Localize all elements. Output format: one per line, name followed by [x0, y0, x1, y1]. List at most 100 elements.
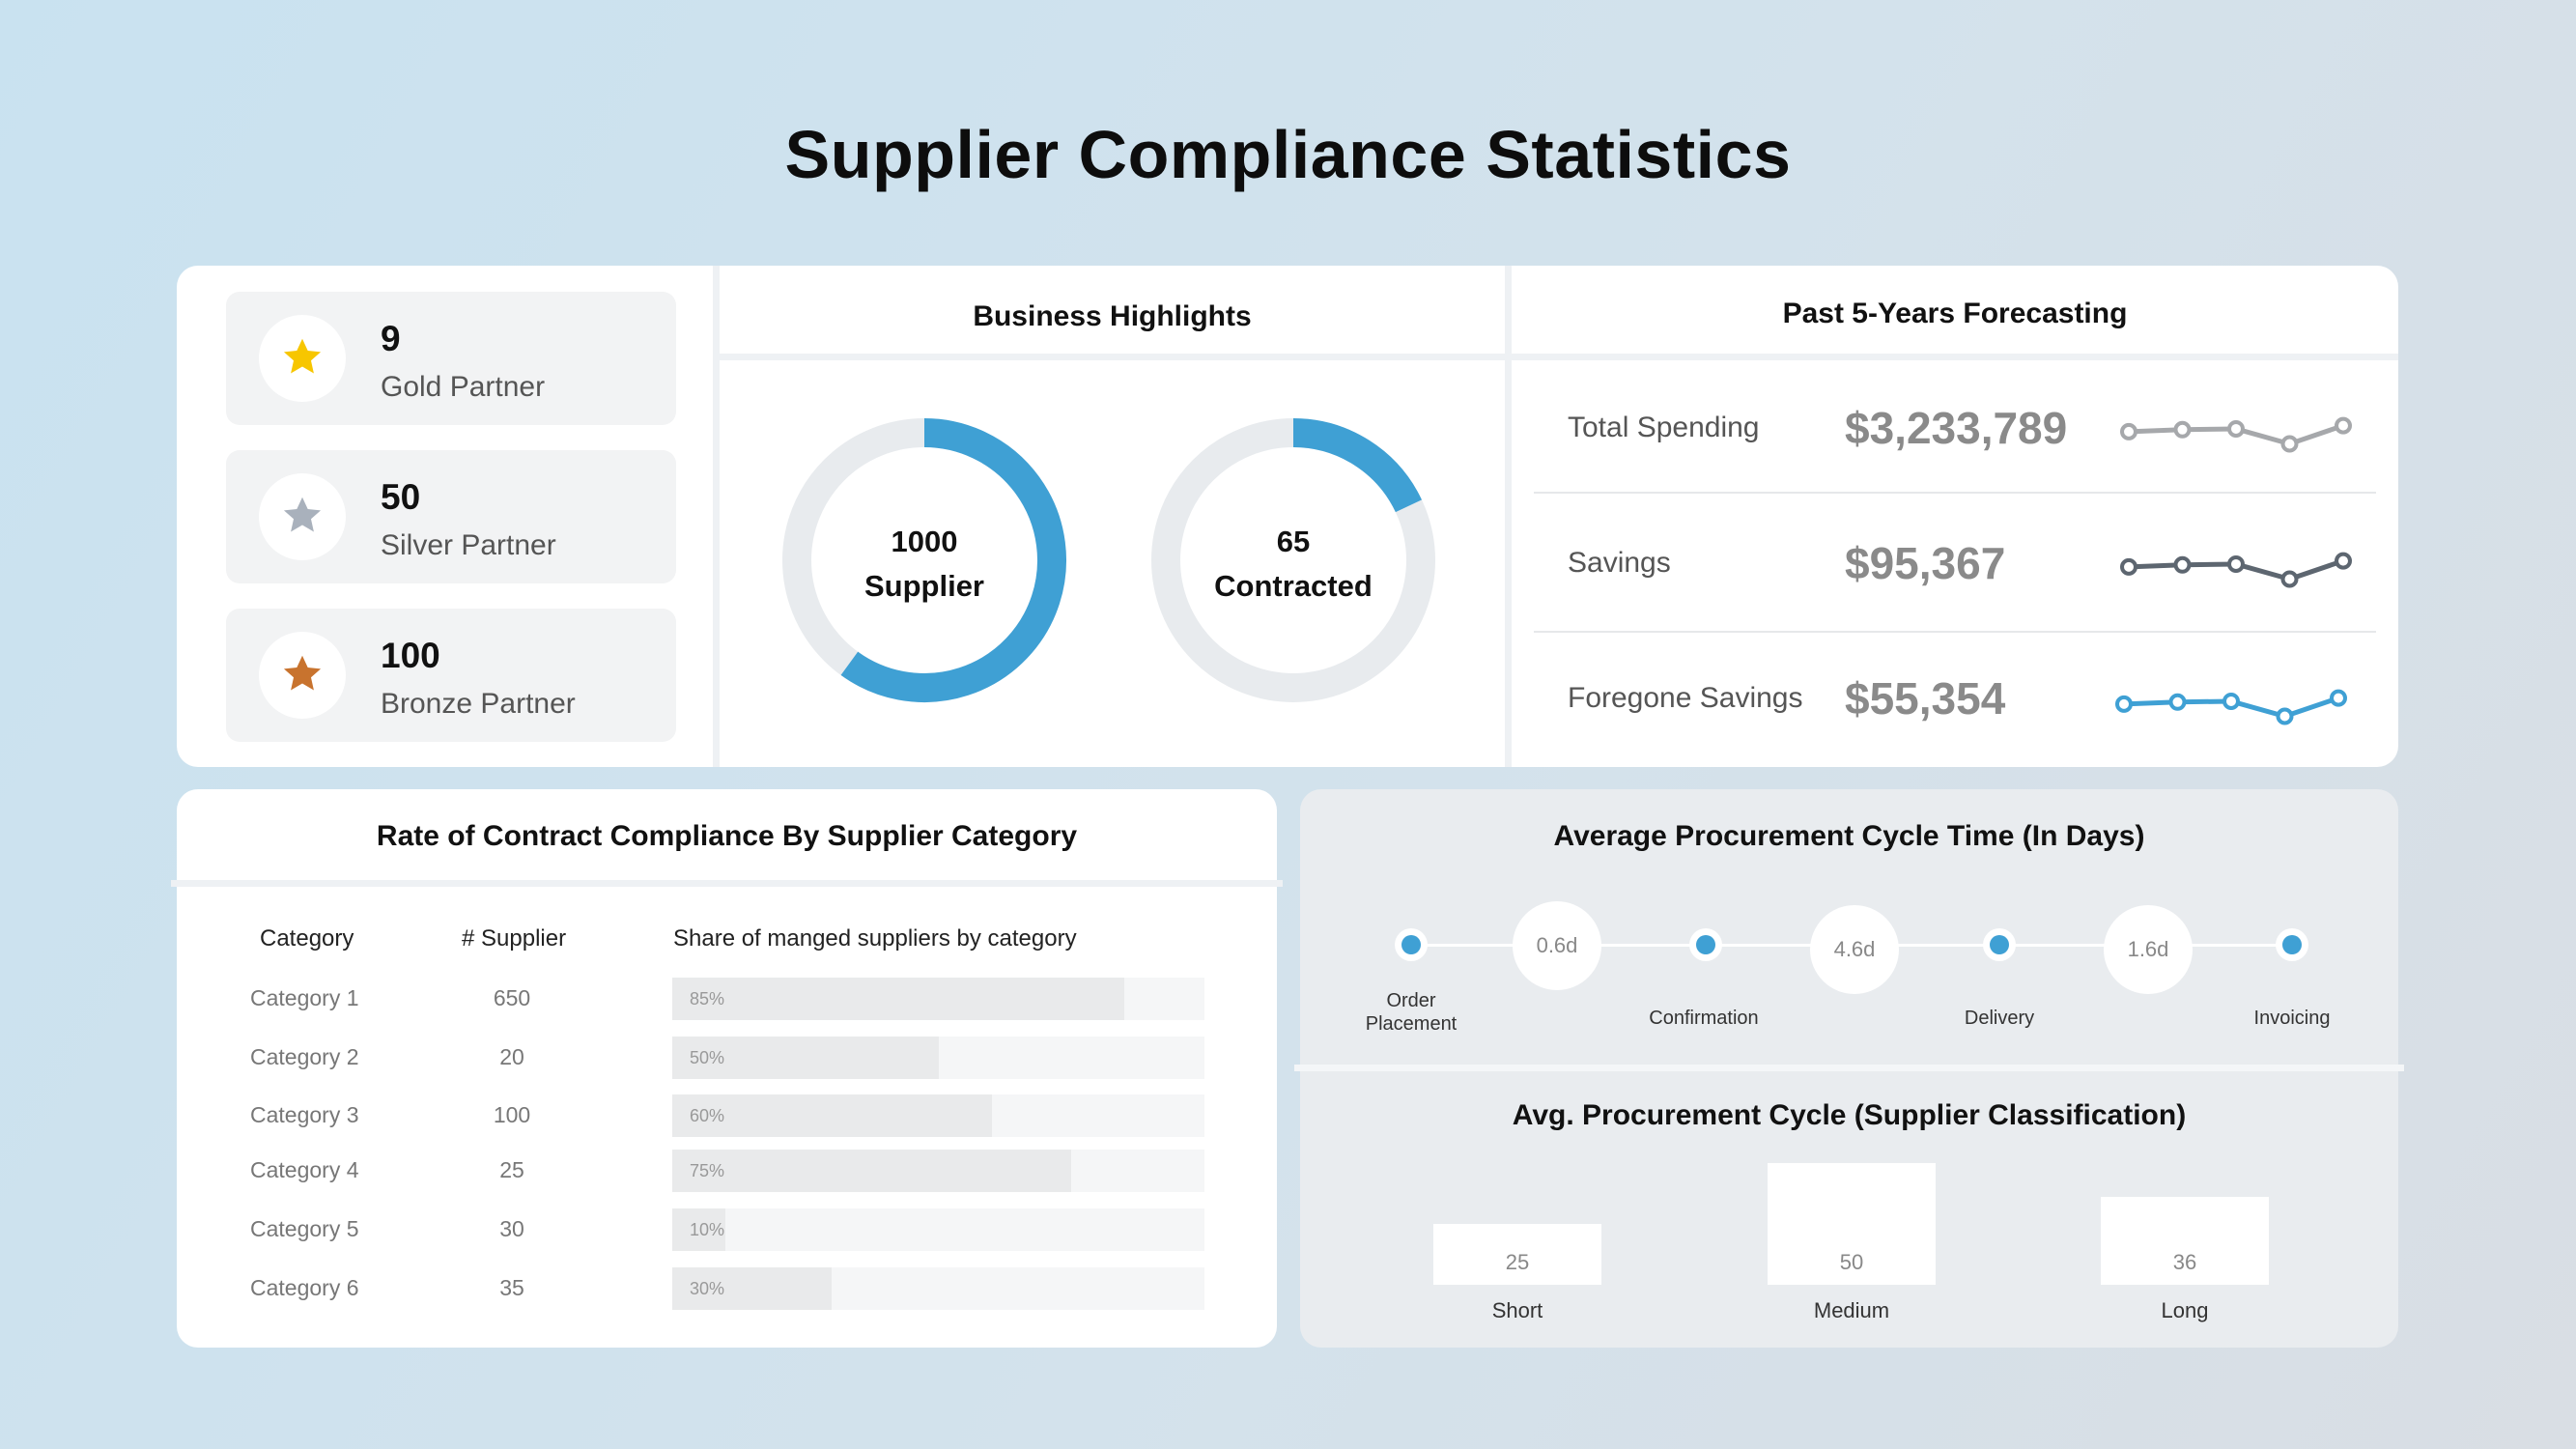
- partner-name: Silver Partner: [381, 529, 556, 561]
- page-title: Supplier Compliance Statistics: [784, 117, 1792, 192]
- sparkline-point: [2227, 419, 2245, 438]
- donut-value: 65: [1276, 525, 1311, 558]
- partner-count: 50: [381, 477, 421, 517]
- total-spending-sparkline: [2120, 416, 2352, 453]
- supplier-count-cell: 25: [499, 1157, 524, 1182]
- share-percent: 30%: [690, 1279, 725, 1298]
- row-separator: [1534, 631, 2376, 633]
- supplier-count-cell: 20: [499, 1044, 524, 1069]
- step-label: Confirmation: [1649, 1008, 1759, 1029]
- sparkline-point: [2280, 435, 2299, 453]
- bar-short: [1433, 1224, 1601, 1285]
- share-bar: 75%: [672, 1150, 1204, 1192]
- star-icon: [283, 655, 322, 691]
- sparkline-point: [2335, 416, 2352, 435]
- supplier-count-cell: 35: [499, 1275, 524, 1300]
- share-percent: 75%: [690, 1161, 725, 1180]
- sparkline-point: [2115, 695, 2133, 713]
- share-bar: 60%: [672, 1094, 1204, 1137]
- sparkline-point: [2227, 554, 2245, 573]
- duration-bubble: 0.6d: [1513, 901, 1601, 990]
- forecast-value: $3,233,789: [1845, 403, 2068, 453]
- cycle-title: Average Procurement Cycle Time (In Days): [1553, 820, 2145, 852]
- step-dot-invoicing: [2276, 928, 2308, 961]
- share-percent: 50%: [690, 1048, 725, 1067]
- supplier-donut-label: 1000 Supplier: [828, 520, 1021, 609]
- sparkline-point: [2168, 693, 2187, 711]
- forecast-value: $55,354: [1845, 673, 2006, 724]
- compliance-title: Rate of Contract Compliance By Supplier …: [376, 820, 1078, 852]
- partner-count: 9: [381, 319, 401, 358]
- share-bar-fill: [672, 1037, 939, 1079]
- donut-caption: Supplier: [863, 569, 984, 603]
- step-dot-delivery: [1983, 928, 2016, 961]
- partner-badge: [259, 473, 346, 560]
- step-dot-confirmation: [1689, 928, 1722, 961]
- category-cell: Category 6: [250, 1275, 359, 1300]
- forecast-title: Past 5-Years Forecasting: [1782, 298, 2128, 329]
- star-shape: [283, 338, 322, 374]
- donut-caption: Contracted: [1214, 569, 1373, 603]
- share-bar: 50%: [672, 1037, 1204, 1079]
- contracted-donut-label: 65 Contracted: [1197, 520, 1390, 609]
- divider: [720, 354, 2398, 360]
- supplier-count-cell: 100: [493, 1102, 531, 1127]
- step-dot-order: [1395, 928, 1428, 961]
- step-label: Order Placement: [1365, 990, 1458, 1035]
- share-bar: 85%: [672, 978, 1204, 1020]
- share-bar-fill: [672, 1150, 1072, 1192]
- bar-long: [2101, 1197, 2269, 1285]
- step-label: Invoicing: [2253, 1008, 2331, 1029]
- sparkline-point: [2280, 570, 2299, 588]
- share-percent: 85%: [690, 989, 725, 1009]
- bar-value-label: 25: [1505, 1250, 1530, 1274]
- savings-sparkline: [2120, 552, 2352, 588]
- foregone-savings-sparkline: [2115, 689, 2347, 725]
- star-icon: [283, 497, 322, 532]
- column-header-share: Share of manged suppliers by category: [673, 925, 1077, 952]
- bar-medium: [1768, 1163, 1936, 1285]
- bar-category-label: Short: [1491, 1298, 1543, 1322]
- sparkline-point: [2276, 707, 2294, 725]
- sparkline-point: [2173, 420, 2192, 439]
- forecast-label: Savings: [1568, 547, 1671, 579]
- supplier-count-cell: 650: [493, 985, 531, 1010]
- classification-chart-title: Avg. Procurement Cycle (Supplier Classif…: [1512, 1099, 2187, 1131]
- forecast-label: Foregone Savings: [1568, 682, 1803, 714]
- share-bar-fill: [672, 978, 1125, 1020]
- forecast-label: Total Spending: [1568, 412, 1760, 443]
- bar-category-label: Long: [2161, 1298, 2209, 1322]
- partner-name: Bronze Partner: [381, 688, 576, 720]
- bar-value-label: 50: [1839, 1250, 1864, 1274]
- partner-badge: [259, 632, 346, 719]
- bar-category-label: Medium: [1813, 1298, 1890, 1322]
- divider: [713, 266, 720, 767]
- partner-gold: 9 Gold Partner: [226, 292, 676, 425]
- category-cell: Category 2: [250, 1044, 359, 1069]
- star-shape: [283, 655, 322, 691]
- star-icon: [283, 338, 322, 374]
- divider: [1294, 1065, 2404, 1071]
- divider: [1505, 266, 1512, 767]
- sparkline-point: [2173, 555, 2192, 574]
- donut-value: 1000: [891, 525, 958, 558]
- column-header-category: Category: [260, 925, 354, 952]
- contracted-donut: [1151, 418, 1435, 702]
- step-label: Delivery: [1964, 1008, 2035, 1029]
- star-shape: [283, 497, 322, 532]
- share-percent: 10%: [690, 1220, 725, 1239]
- sparkline-point: [2330, 689, 2347, 707]
- column-header-suppliers: # Supplier: [462, 925, 567, 952]
- share-bar-fill: [672, 1267, 833, 1310]
- bar-value-label: 36: [2172, 1250, 2197, 1274]
- sparkline-point: [2120, 557, 2137, 576]
- sparkline-point: [2120, 422, 2137, 440]
- donut-arc: [1292, 418, 1423, 513]
- sparkline-point: [2222, 692, 2240, 710]
- partner-count: 100: [381, 636, 440, 675]
- share-percent: 60%: [690, 1106, 725, 1125]
- share-bar: 10%: [672, 1208, 1204, 1251]
- share-bar-fill: [672, 1094, 992, 1137]
- share-bar-fill: [672, 1208, 726, 1251]
- supplier-donut: [782, 418, 1066, 702]
